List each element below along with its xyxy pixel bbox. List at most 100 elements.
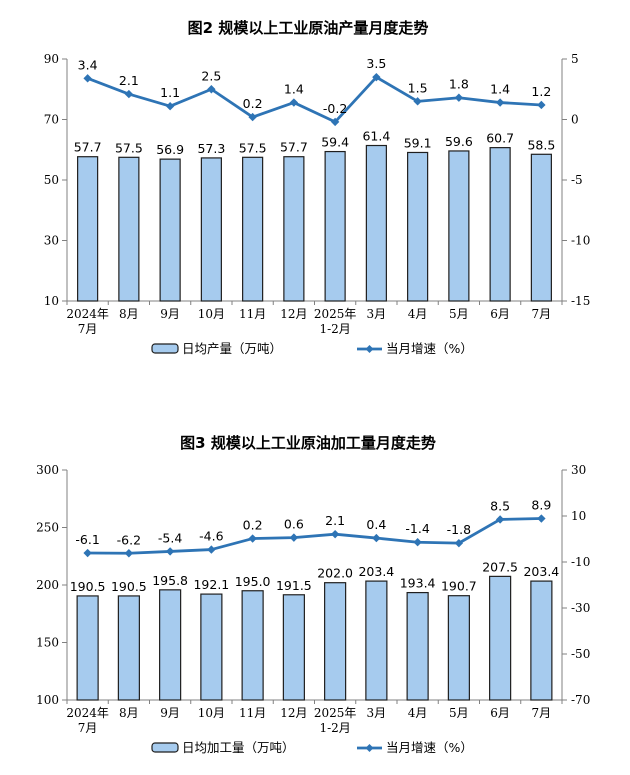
bar-value-label: 58.5 xyxy=(527,137,555,152)
line-value-label: -1.8 xyxy=(447,522,471,537)
line-marker xyxy=(83,548,92,558)
line-marker xyxy=(330,117,340,127)
line-marker xyxy=(207,545,216,554)
bar xyxy=(159,158,181,302)
right-axis-tick-label: -30 xyxy=(571,601,590,615)
bar-value-label: 191.5 xyxy=(276,578,312,593)
line-value-label: -4.6 xyxy=(199,529,223,544)
bar-value-label: 190.7 xyxy=(441,579,477,594)
line-marker xyxy=(495,98,505,107)
bar xyxy=(282,594,305,701)
line-value-label: -6.2 xyxy=(117,532,141,547)
left-axis-tick-label: 300 xyxy=(36,463,59,477)
x-axis-label: 7月 xyxy=(532,307,552,321)
bar xyxy=(489,575,512,701)
x-axis-label: 9月 xyxy=(160,307,180,321)
bar xyxy=(118,156,140,302)
line-marker xyxy=(248,112,257,122)
line-value-label: 0.6 xyxy=(284,517,304,532)
line-value-label: 1.4 xyxy=(284,82,304,97)
line-value-label: 0.4 xyxy=(366,517,386,532)
bar-value-label: 195.0 xyxy=(235,574,271,589)
left-axis-tick-label: 50 xyxy=(44,173,59,187)
x-axis-label: 10月 xyxy=(198,307,225,321)
growth-line xyxy=(86,75,543,124)
left-axis-tick-label: 100 xyxy=(36,693,59,707)
x-axis-label: 8月 xyxy=(119,307,139,321)
x-axis-label: 11月 xyxy=(239,307,266,321)
line-marker xyxy=(330,529,340,539)
legend-line-label: 当月增速（%） xyxy=(386,341,473,356)
x-axis-label: 5月 xyxy=(449,307,469,321)
line-value-label: 0.2 xyxy=(243,518,263,533)
line-value-label: 3.5 xyxy=(366,56,386,71)
bar-value-label: 57.7 xyxy=(74,140,102,155)
line-value-label: 2.5 xyxy=(201,68,221,83)
left-axis-tick-label: 250 xyxy=(36,521,59,535)
line-marker xyxy=(454,538,464,548)
bar-value-label: 190.5 xyxy=(111,579,147,594)
line-value-label: 1.8 xyxy=(449,77,469,92)
legend-bar-swatch xyxy=(151,343,179,354)
line-marker xyxy=(413,538,422,547)
x-axis-label: 2025年 1-2月 xyxy=(314,307,357,336)
line-value-label: 1.2 xyxy=(531,84,551,99)
line-value-label: 1.4 xyxy=(490,82,510,97)
bar xyxy=(283,156,305,302)
x-axis-label: 3月 xyxy=(367,706,387,720)
bar xyxy=(241,590,264,701)
bar-value-label: 61.4 xyxy=(362,129,390,144)
line-value-label: 3.4 xyxy=(78,57,98,72)
bar xyxy=(530,580,553,701)
line-marker xyxy=(537,514,546,523)
bar-value-label: 59.4 xyxy=(321,135,349,150)
legend-bar-label: 日均产量（万吨） xyxy=(182,341,282,356)
bar xyxy=(324,582,347,701)
line-value-label: 2.1 xyxy=(119,73,139,88)
x-axis-label: 2025年 1-2月 xyxy=(314,706,357,735)
x-axis-label: 2024年 7月 xyxy=(66,307,109,336)
figure3-section: 图3 规模以上工业原油加工量月度走势 300 250 200 150 100 30 10 -1… xyxy=(0,388,630,775)
x-axis-label: 4月 xyxy=(408,706,428,720)
bar-value-label: 203.4 xyxy=(358,564,394,579)
right-axis-tick-label: -10 xyxy=(571,555,590,569)
line-value-label: -5.4 xyxy=(158,530,182,545)
line-value-label: -1.4 xyxy=(405,521,429,536)
line-marker xyxy=(165,101,175,111)
figure3-chart: 图3 规模以上工业原油加工量月度走势 300 250 200 150 100 30 10 -1… xyxy=(36,434,590,755)
x-axis-label: 9月 xyxy=(160,706,180,720)
line-value-label: 8.9 xyxy=(531,498,551,513)
growth-line xyxy=(86,517,543,555)
line-value-label: -0.2 xyxy=(323,101,347,116)
bar xyxy=(407,151,429,302)
bar xyxy=(448,150,470,302)
left-axis-tick-label: 90 xyxy=(44,52,59,66)
figure3-plot: 300 250 200 150 100 30 10 -10 -30 -50 -70 2024年 7月 8月… xyxy=(36,463,590,755)
left-axis-tick-label: 150 xyxy=(36,636,59,650)
line-value-label: 8.5 xyxy=(490,498,510,513)
bar xyxy=(77,156,99,302)
figure2-section: 图2 规模以上工业原油产量月度走势 90 70 50 30 10 5 0 -5 -10 -15 20… xyxy=(44,19,591,356)
x-axis-label: 10月 xyxy=(198,706,225,720)
axis-frame xyxy=(66,59,563,302)
bar-value-label: 192.1 xyxy=(193,577,229,592)
line-marker xyxy=(289,98,299,107)
x-axis-label: 6月 xyxy=(490,307,510,321)
left-axis-tick-label: 70 xyxy=(44,113,59,127)
line-marker xyxy=(289,533,299,542)
legend-line-marker xyxy=(365,345,374,353)
x-axis-label: 12月 xyxy=(280,307,307,321)
x-axis-label: 5月 xyxy=(449,706,469,720)
bar-value-label: 203.4 xyxy=(523,564,559,579)
bar xyxy=(200,593,223,701)
bar-value-label: 202.0 xyxy=(317,566,353,581)
bar-value-label: 56.9 xyxy=(156,142,184,157)
x-axis-label: 6月 xyxy=(490,706,510,720)
bar-value-label: 60.7 xyxy=(486,131,514,146)
bar xyxy=(447,595,470,701)
bar-value-label: 57.3 xyxy=(197,141,225,156)
line-marker xyxy=(83,74,92,83)
bar-value-label: 59.1 xyxy=(404,135,432,150)
right-axis-tick-label: 30 xyxy=(571,463,586,477)
line-value-label: -6.1 xyxy=(75,532,99,547)
